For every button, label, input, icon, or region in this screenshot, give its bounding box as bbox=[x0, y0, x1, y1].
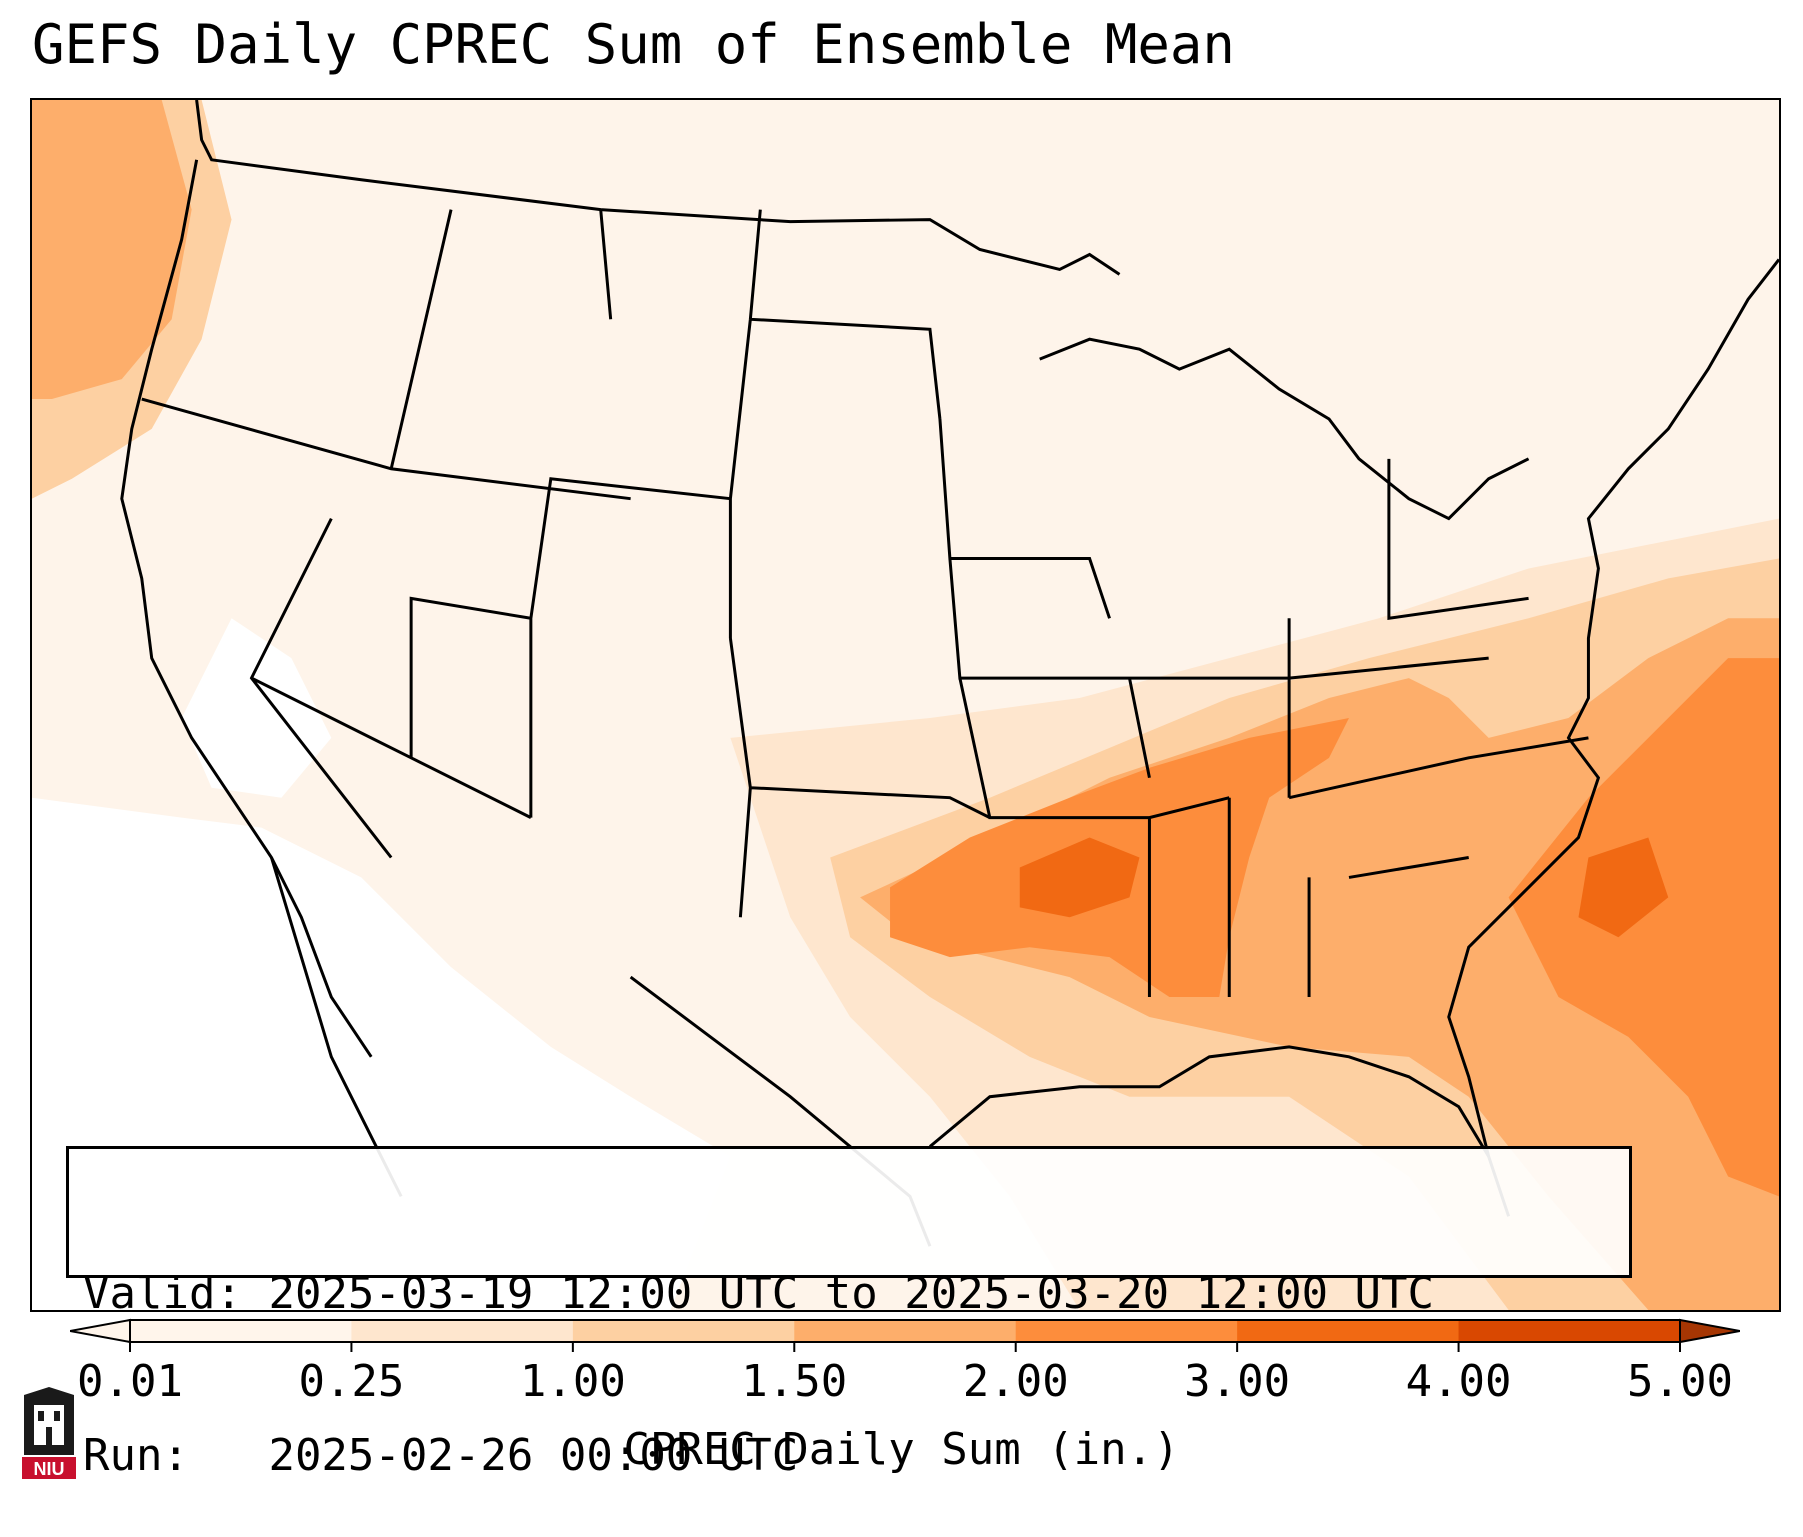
border-canada-us bbox=[195, 100, 1121, 276]
niu-logo: NIU bbox=[22, 1387, 76, 1479]
colorbar-tick-labels: 0.01 0.25 1.00 1.50 2.00 3.00 4.00 5.00 bbox=[0, 1356, 1803, 1416]
coastline-west bbox=[120, 159, 373, 1058]
colorbar-segments bbox=[70, 1318, 1740, 1344]
colorbar-segment bbox=[572, 1320, 795, 1342]
colorbar-segment bbox=[1237, 1320, 1460, 1342]
run-value: 2025-02-26 00:00 UTC bbox=[268, 1430, 799, 1481]
validity-info-box: Valid: 2025-03-19 12:00 UTC to 2025-03-2… bbox=[66, 1146, 1632, 1481]
colorbar bbox=[70, 1318, 1740, 1352]
map-borders bbox=[120, 100, 1779, 1247]
colorbar-segment bbox=[1015, 1320, 1238, 1342]
precip-peak-arkansas bbox=[1019, 837, 1140, 918]
colorbar-tick-label: 4.00 bbox=[1405, 1356, 1512, 1407]
colorbar-segment bbox=[351, 1320, 574, 1342]
valid-label: Valid: bbox=[83, 1268, 242, 1319]
colorbar-extend-max bbox=[1679, 1318, 1740, 1344]
valid-value: 2025-03-19 12:00 UTC to 2025-03-20 12:00… bbox=[268, 1268, 1435, 1319]
precip-peak-offshore bbox=[1578, 837, 1669, 938]
valid-row: Valid: 2025-03-19 12:00 UTC to 2025-03-2… bbox=[83, 1267, 1615, 1321]
colorbar-label: CPREC Daily Sum (in.) bbox=[623, 1424, 1180, 1475]
colorbar-segment bbox=[130, 1320, 352, 1342]
colorbar-tick-label: 2.00 bbox=[962, 1356, 1069, 1407]
logo-window bbox=[38, 1411, 44, 1421]
colorbar-tick-label: 3.00 bbox=[1184, 1356, 1291, 1407]
colorbar-tick-label: 1.00 bbox=[519, 1356, 626, 1407]
colorbar-extend-min bbox=[70, 1318, 131, 1344]
precipitation-map bbox=[30, 98, 1781, 1312]
map-title: GEFS Daily CPREC Sum of Ensemble Mean bbox=[32, 13, 1235, 76]
logo-text: NIU bbox=[34, 1459, 65, 1479]
colorbar-tick-marks bbox=[129, 1342, 1681, 1352]
dry-area-west-coast bbox=[181, 618, 332, 798]
precip-core-atlantic bbox=[1508, 658, 1779, 1197]
great-lakes-outline bbox=[1039, 337, 1530, 521]
colorbar-tick-label: 5.00 bbox=[1627, 1356, 1733, 1407]
map-canvas bbox=[32, 100, 1779, 1310]
state-lines bbox=[141, 209, 1589, 998]
run-row: Run: 2025-02-26 00:00 UTC bbox=[83, 1429, 1615, 1483]
colorbar-segment bbox=[1458, 1320, 1681, 1342]
colorbar-tick-label: 0.25 bbox=[298, 1356, 405, 1407]
coastline-east bbox=[1447, 258, 1779, 1157]
colorbar-outline bbox=[129, 1319, 1681, 1343]
logo-banner bbox=[22, 1457, 76, 1479]
colorbar-tick-label: 0.01 bbox=[77, 1356, 183, 1407]
logo-window bbox=[54, 1411, 60, 1421]
run-label: Run: bbox=[83, 1430, 189, 1481]
logo-door bbox=[46, 1427, 52, 1445]
colorbar-segment bbox=[794, 1320, 1017, 1342]
precip-pacific-northwest-core bbox=[32, 100, 192, 400]
colorbar-tick-label: 1.50 bbox=[741, 1356, 848, 1407]
